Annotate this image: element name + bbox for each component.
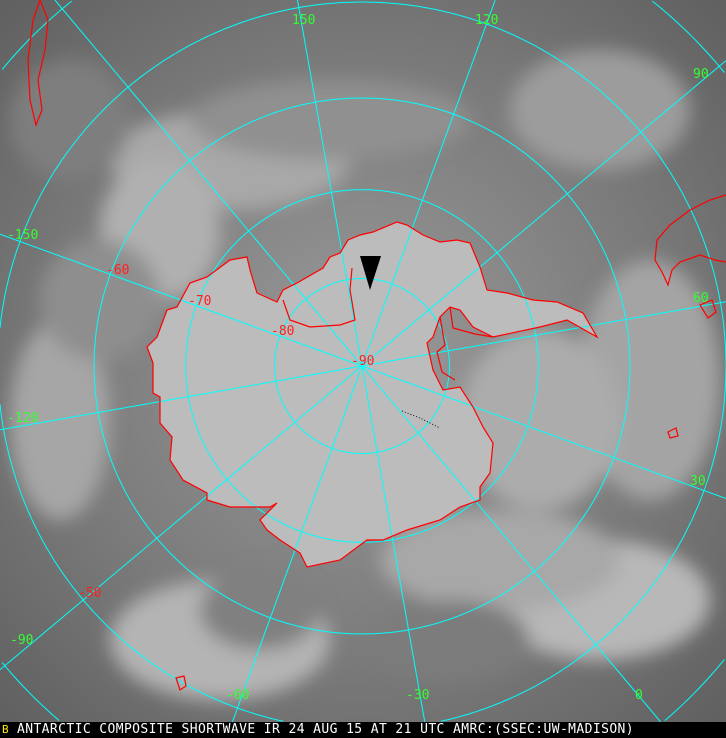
latitude-circle (185, 189, 539, 543)
image-caption: ANTARCTIC COMPOSITE SHORTWAVE IR 24 AUG … (0, 722, 726, 738)
latitude-label: -90 (351, 354, 375, 369)
cloud-12 (460, 330, 620, 510)
latitude-circle (664, 659, 725, 721)
latitude-label: -60 (106, 263, 130, 278)
antarctica-coastline (146, 221, 599, 568)
longitude-meridian (0, 365, 363, 671)
coastline (27, 0, 726, 691)
latitude-circle (0, 403, 284, 722)
black-triangle-marker (360, 256, 381, 290)
cloud-11 (370, 600, 530, 680)
longitude-label: -30 (406, 688, 430, 703)
cloud-2 (190, 80, 470, 160)
island-coastline (667, 427, 679, 439)
longitude-meridian (361, 0, 496, 367)
longitude-meridian (361, 60, 726, 367)
frame-marker: B (2, 723, 9, 736)
longitude-meridian (0, 365, 363, 431)
longitude-meridian (231, 365, 363, 722)
longitude-meridian (361, 365, 662, 722)
cloud-8 (380, 510, 620, 610)
latitude-circle (93, 97, 631, 635)
latitude-label: -80 (271, 324, 295, 339)
graticule (0, 0, 726, 722)
latitude-label: -50 (78, 586, 102, 601)
island-coastline (699, 299, 717, 319)
dotted-track (401, 410, 441, 429)
cloud-13 (10, 60, 130, 180)
latitude-circle (0, 1, 726, 366)
longitude-label: 120 (475, 13, 499, 28)
cloud-10 (40, 240, 160, 360)
longitude-label: -150 (7, 228, 39, 243)
cloud-layer (10, 50, 720, 700)
longitude-meridian (297, 0, 363, 367)
island-coastline (175, 675, 187, 691)
longitude-label: 30 (690, 474, 706, 489)
longitude-label: 0 (635, 688, 643, 703)
cloud-7 (200, 570, 320, 650)
cloud-9 (10, 320, 110, 520)
longitude-label: 150 (292, 13, 316, 28)
longitude-meridian (361, 301, 726, 367)
longitude-label: 60 (693, 291, 709, 306)
new-zealand-coastline (27, 0, 49, 127)
longitude-meridian (361, 365, 426, 722)
latitude-circle (651, 0, 725, 73)
latitude-circle (274, 278, 450, 454)
antarctica-continent (147, 222, 597, 567)
longitude-meridian (54, 0, 363, 367)
satellite-map (0, 0, 726, 722)
south-america-coastline (654, 194, 726, 287)
latitude-label: -70 (188, 294, 212, 309)
cloud-3 (510, 50, 690, 170)
latitude-circle (1, 0, 73, 70)
latitude-circle (1, 662, 60, 721)
latitude-circle (440, 366, 726, 722)
longitude-label: -120 (7, 411, 39, 426)
ice-shelf-line (449, 306, 494, 338)
longitude-meridian (361, 365, 726, 499)
longitude-label: -90 (10, 633, 34, 648)
longitude-label: 90 (693, 67, 709, 82)
ross-ice-shelf-line (282, 267, 356, 328)
longitude-label: -60 (226, 688, 250, 703)
ice-shelf-line (436, 316, 456, 381)
